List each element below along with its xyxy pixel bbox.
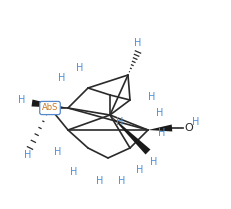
Text: H: H	[136, 165, 143, 175]
Text: H: H	[134, 38, 141, 48]
Text: H: H	[58, 73, 65, 83]
Text: H: H	[118, 176, 125, 186]
Text: H: H	[18, 95, 26, 105]
Polygon shape	[147, 125, 172, 131]
Text: H: H	[148, 92, 155, 102]
Text: H: H	[70, 167, 77, 177]
Text: H: H	[76, 63, 83, 73]
Text: H: H	[191, 117, 199, 127]
Text: H: H	[96, 176, 103, 186]
Text: H: H	[54, 147, 61, 157]
Polygon shape	[109, 115, 150, 154]
Text: H: H	[24, 150, 32, 160]
Text: O: O	[183, 123, 192, 133]
Text: H: H	[156, 108, 163, 118]
Polygon shape	[31, 99, 68, 108]
Text: H: H	[150, 157, 157, 167]
Text: AbS: AbS	[42, 103, 58, 112]
Text: H: H	[158, 128, 165, 138]
Text: H: H	[116, 117, 123, 127]
